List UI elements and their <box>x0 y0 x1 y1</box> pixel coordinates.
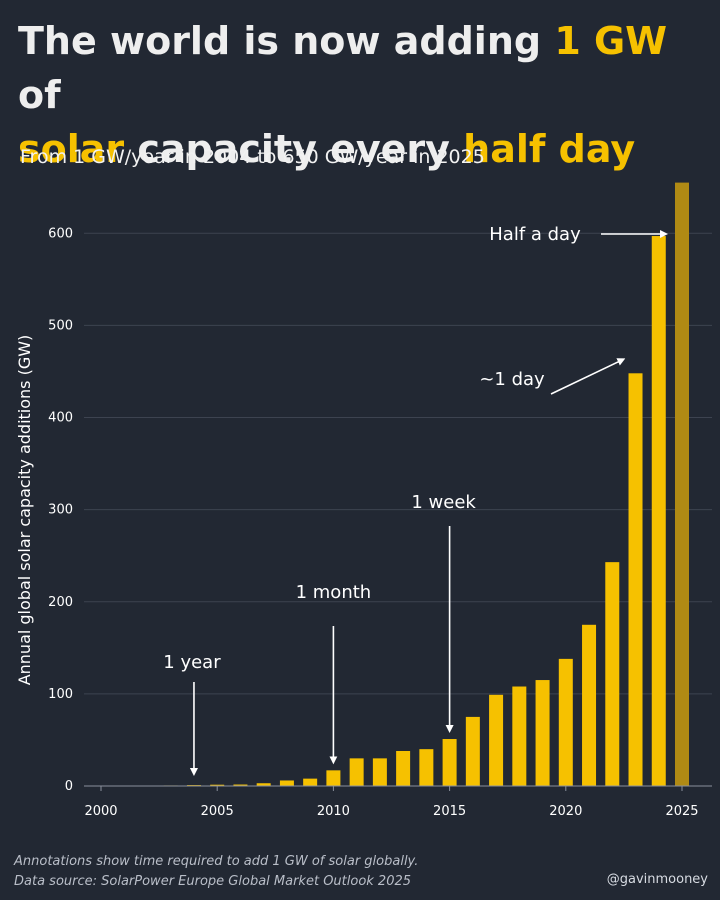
title-text-1: The world is now adding <box>18 19 555 63</box>
bar-chart: 0 100 200 300 400 500 600 2000 2005 2010 2015 2020 2… <box>15 182 712 819</box>
annotation-1-day: ~1 day <box>479 369 545 390</box>
bars <box>94 182 689 786</box>
bar-2017 <box>489 694 504 786</box>
annotation-half-a-day: Half a day <box>489 224 581 245</box>
bar-2018 <box>512 686 527 786</box>
bar-2019 <box>535 680 550 786</box>
bar-2020 <box>558 658 573 786</box>
y-tick-label: 400 <box>48 411 73 426</box>
axes: 0 100 200 300 400 500 600 2000 2005 2010 2015 2020 2… <box>48 226 712 819</box>
bar-2016 <box>465 716 480 786</box>
author-credit: @gavinmooney <box>606 872 708 887</box>
bar-2013 <box>396 750 411 786</box>
x-tick-label: 2000 <box>84 804 117 819</box>
bar-2023 <box>628 373 643 786</box>
y-tick-label: 500 <box>48 318 73 333</box>
footer-annotation-note: Annotations show time required to add 1 … <box>14 854 419 869</box>
title-text-3: capacity every <box>124 127 464 171</box>
footer-notes: Annotations show time required to add 1 … <box>14 852 418 892</box>
x-tick-label: 2025 <box>665 804 698 819</box>
y-tick-label: 100 <box>48 687 73 702</box>
bar-2014 <box>419 749 434 786</box>
chart-title: The world is now adding 1 GW of solar cap… <box>18 14 708 176</box>
bar-2011 <box>349 758 364 786</box>
bar-2025 <box>675 182 689 786</box>
y-tick-label: 0 <box>65 779 73 794</box>
bar-2024 <box>651 236 666 786</box>
bar-2022 <box>605 562 620 786</box>
bar-2007 <box>256 783 271 786</box>
annotation-1-year: 1 year <box>163 652 221 673</box>
annotation-1-week: 1 week <box>411 492 476 513</box>
x-tick-label: 2015 <box>433 804 466 819</box>
bar-2015 <box>442 739 457 786</box>
x-tick-label: 2020 <box>549 804 582 819</box>
title-highlight-solar: solar <box>18 127 125 171</box>
title-highlight-half-day: half day <box>463 127 636 171</box>
annotation-1-month: 1 month <box>296 582 372 603</box>
bar-2008 <box>279 780 294 786</box>
y-axis-label: Annual global solar capacity additions (… <box>15 335 34 686</box>
title-highlight-1gw: 1 GW <box>554 19 668 63</box>
footer-data-source: Data source: SolarPower Europe Global Ma… <box>14 874 412 889</box>
bar-2021 <box>582 624 597 786</box>
bar-2009 <box>303 778 318 786</box>
y-tick-label: 200 <box>48 595 73 610</box>
chart-subtitle: From 1 GW/year in 2004 to 650 GW/year in… <box>20 146 485 168</box>
annotation-arrow-1-day <box>550 358 626 395</box>
title-text-2: of <box>18 73 61 117</box>
bar-2005 <box>210 784 225 786</box>
bar-2010 <box>326 770 341 786</box>
annotations: 1 year 1 month 1 week ~1 day Half a day <box>163 224 668 776</box>
y-tick-label: 600 <box>48 226 73 241</box>
x-tick-label: 2010 <box>317 804 350 819</box>
x-tick-label: 2005 <box>201 804 234 819</box>
bar-2012 <box>372 758 387 786</box>
bar-2006 <box>233 784 248 786</box>
y-tick-label: 300 <box>48 503 73 518</box>
